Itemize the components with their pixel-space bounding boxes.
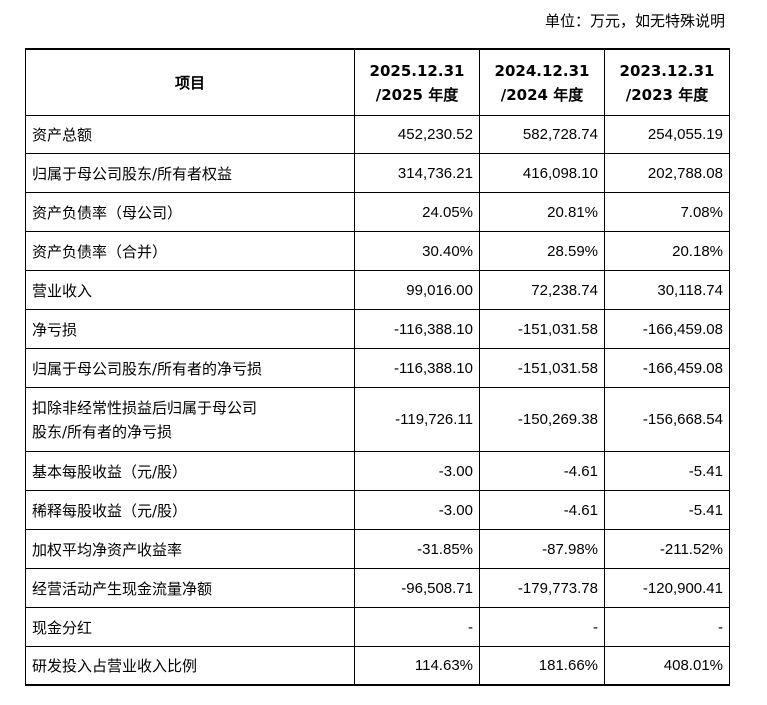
cell-2023: -156,668.54 [604,387,730,452]
table-row: 资产负债率（合并） 30.40% 28.59% 20.18% [25,231,730,271]
row-label-line1: 扣除非经常性损益后归属于母公司 [32,398,258,417]
cell-2025: -3.00 [354,490,480,530]
cell-2025: 99,016.00 [354,270,480,310]
header-year-2023: 2023.12.31/2023 年度 [604,48,730,116]
unit-note: 单位：万元，如无特殊说明 [544,12,725,30]
cell-2024: 72,238.74 [479,270,605,310]
row-label: 基本每股收益（元/股） [25,451,355,491]
row-label: 加权平均净资产收益率 [25,529,355,569]
header-year-2024-period: /2024 年度 [500,85,584,104]
row-label: 净亏损 [25,309,355,349]
cell-2024: -150,269.38 [479,387,605,452]
row-label: 资产负债率（合并） [25,231,355,271]
cell-2025: -96,508.71 [354,568,480,608]
cell-2023: -166,459.08 [604,309,730,349]
cell-2024: -151,031.58 [479,309,605,349]
header-item: 项目 [25,48,355,116]
cell-2023: 254,055.19 [604,115,730,154]
table-row: 现金分红 - - - [25,607,730,647]
cell-2024: -151,031.58 [479,348,605,388]
cell-2023: -211.52% [604,529,730,569]
row-label: 归属于母公司股东/所有者权益 [25,153,355,193]
cell-2023: -120,900.41 [604,568,730,608]
cell-2025: -31.85% [354,529,480,569]
header-year-2023-date: 2023.12.31 [619,61,715,80]
cell-2025: 452,230.52 [354,115,480,154]
cell-2025: -119,726.11 [354,387,480,452]
table-row: 资产总额 452,230.52 582,728.74 254,055.19 [25,115,730,154]
cell-2025: -3.00 [354,451,480,491]
cell-2023: - [604,607,730,647]
cell-2025: 24.05% [354,192,480,232]
cell-2023: -5.41 [604,451,730,491]
header-year-2024-date: 2024.12.31 [494,61,590,80]
cell-2025: 30.40% [354,231,480,271]
header-year-2025-date: 2025.12.31 [369,61,465,80]
cell-2024: -4.61 [479,451,605,491]
financial-table: 项目 2025.12.31/2025 年度 2024.12.31/2024 年度… [25,48,730,686]
row-label: 稀释每股收益（元/股） [25,490,355,530]
cell-2024: 20.81% [479,192,605,232]
cell-2024: -179,773.78 [479,568,605,608]
header-year-2025: 2025.12.31/2025 年度 [354,48,480,116]
table-header-row: 项目 2025.12.31/2025 年度 2024.12.31/2024 年度… [25,48,730,116]
row-label: 归属于母公司股东/所有者的净亏损 [25,348,355,388]
table-row: 净亏损 -116,388.10 -151,031.58 -166,459.08 [25,309,730,349]
header-year-2023-period: /2023 年度 [625,85,709,104]
row-label: 扣除非经常性损益后归属于母公司 股东/所有者的净亏损 [25,387,355,452]
cell-2023: 30,118.74 [604,270,730,310]
cell-2023: 20.18% [604,231,730,271]
table-row: 经营活动产生现金流量净额 -96,508.71 -179,773.78 -120… [25,568,730,608]
row-label: 研发投入占营业收入比例 [25,646,355,686]
cell-2023: -166,459.08 [604,348,730,388]
cell-2024: 582,728.74 [479,115,605,154]
cell-2024: - [479,607,605,647]
cell-2025: -116,388.10 [354,309,480,349]
table-row: 稀释每股收益（元/股） -3.00 -4.61 -5.41 [25,490,730,530]
cell-2024: 181.66% [479,646,605,686]
row-label: 资产负债率（母公司） [25,192,355,232]
table-row: 研发投入占营业收入比例 114.63% 181.66% 408.01% [25,646,730,686]
cell-2024: -4.61 [479,490,605,530]
cell-2024: 416,098.10 [479,153,605,193]
cell-2024: -87.98% [479,529,605,569]
table-row: 基本每股收益（元/股） -3.00 -4.61 -5.41 [25,451,730,491]
row-label: 营业收入 [25,270,355,310]
cell-2025: -116,388.10 [354,348,480,388]
table-row: 加权平均净资产收益率 -31.85% -87.98% -211.52% [25,529,730,569]
table-row: 营业收入 99,016.00 72,238.74 30,118.74 [25,270,730,310]
row-label: 现金分红 [25,607,355,647]
cell-2024: 28.59% [479,231,605,271]
cell-2023: -5.41 [604,490,730,530]
table-row: 扣除非经常性损益后归属于母公司 股东/所有者的净亏损 -119,726.11 -1… [25,387,730,452]
header-year-2024: 2024.12.31/2024 年度 [479,48,605,116]
cell-2023: 202,788.08 [604,153,730,193]
row-label: 资产总额 [25,115,355,154]
row-label: 经营活动产生现金流量净额 [25,568,355,608]
cell-2025: 314,736.21 [354,153,480,193]
table-row: 资产负债率（母公司） 24.05% 20.81% 7.08% [25,192,730,232]
table-row: 归属于母公司股东/所有者的净亏损 -116,388.10 -151,031.58… [25,348,730,388]
cell-2023: 7.08% [604,192,730,232]
cell-2023: 408.01% [604,646,730,686]
table-row: 归属于母公司股东/所有者权益 314,736.21 416,098.10 202… [25,153,730,193]
row-label-line2: 股东/所有者的净亏损 [32,422,173,441]
cell-2025: 114.63% [354,646,480,686]
cell-2025: - [354,607,480,647]
header-year-2025-period: /2025 年度 [375,85,459,104]
